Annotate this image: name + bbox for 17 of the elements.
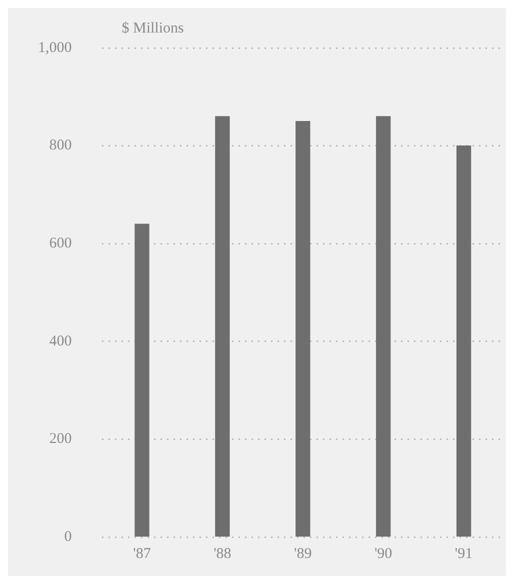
x-tick-label: '89	[294, 546, 312, 562]
y-tick-label: 200	[49, 431, 72, 448]
bar	[215, 116, 230, 537]
y-tick-label: 400	[49, 333, 72, 350]
y-axis-title: $ Millions	[122, 20, 184, 36]
x-tick-label: '88	[214, 546, 232, 562]
y-tick-label: 800	[49, 138, 72, 154]
bar	[134, 224, 150, 537]
x-tick-label: '91	[454, 546, 473, 562]
bar	[376, 116, 391, 537]
y-tick-label: 1,000	[38, 40, 72, 56]
y-tick-label: 0	[64, 528, 72, 545]
bar	[456, 145, 472, 537]
x-tick-label: '90	[374, 546, 392, 562]
y-tick-label: 600	[49, 236, 72, 252]
bar	[296, 121, 310, 537]
x-tick-label: '87	[133, 546, 152, 562]
